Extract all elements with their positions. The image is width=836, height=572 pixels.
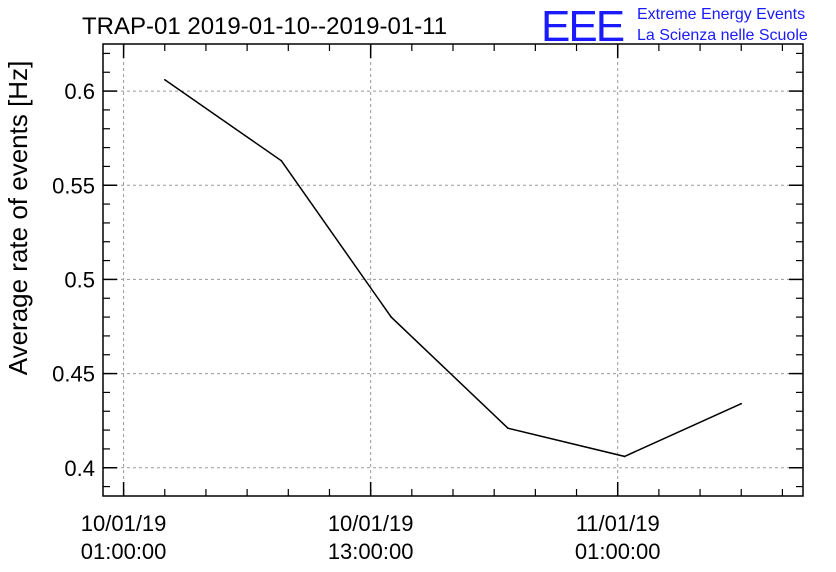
y-tick-label: 0.55: [52, 173, 95, 198]
data-point: [163, 78, 166, 81]
plot-grid: [103, 44, 803, 496]
data-point: [280, 159, 283, 162]
x-tick-label-time: 01:00:00: [81, 539, 167, 564]
y-tick-label: 0.4: [64, 456, 95, 481]
x-tick-label-time: 01:00:00: [575, 539, 661, 564]
y-axis-label: Average rate of events [Hz]: [3, 61, 33, 376]
series-layer: [163, 78, 743, 458]
x-tick-label-date: 10/01/19: [328, 511, 414, 536]
data-point: [623, 455, 626, 458]
data-point: [390, 316, 393, 318]
logo-line-2: La Scienza nelle Scuole: [637, 27, 808, 44]
x-tick-labels: 10/01/19 01:00:00 10/01/19 13:00:00 11/01/19…: [81, 511, 661, 564]
chart-title: TRAP-01 2019-01-10--2019-01-11: [82, 13, 447, 40]
axis-ticks: [103, 44, 803, 496]
eee-logo: EEE Extreme Energy Events La Scienza nel…: [541, 2, 808, 51]
x-tick-label-date: 11/01/19: [576, 511, 660, 536]
chart-title-group: TRAP-01 2019-01-10--2019-01-11: [82, 13, 447, 40]
y-tick-label: 0.45: [52, 362, 95, 387]
data-point: [740, 402, 743, 405]
x-tick-label-time: 13:00:00: [328, 539, 414, 564]
y-tick-label: 0.5: [64, 267, 95, 292]
logo-line-1: Extreme Energy Events: [637, 6, 805, 23]
series-line: [164, 79, 742, 458]
plot-frame: [102, 43, 804, 497]
y-tick-label: 0.6: [64, 79, 95, 104]
logo-mark: EEE: [541, 2, 624, 51]
x-tick-label-date: 10/01/19: [81, 511, 167, 536]
y-tick-labels: 0.4 0.45 0.5 0.55 0.6: [52, 79, 95, 481]
data-point: [507, 427, 509, 430]
